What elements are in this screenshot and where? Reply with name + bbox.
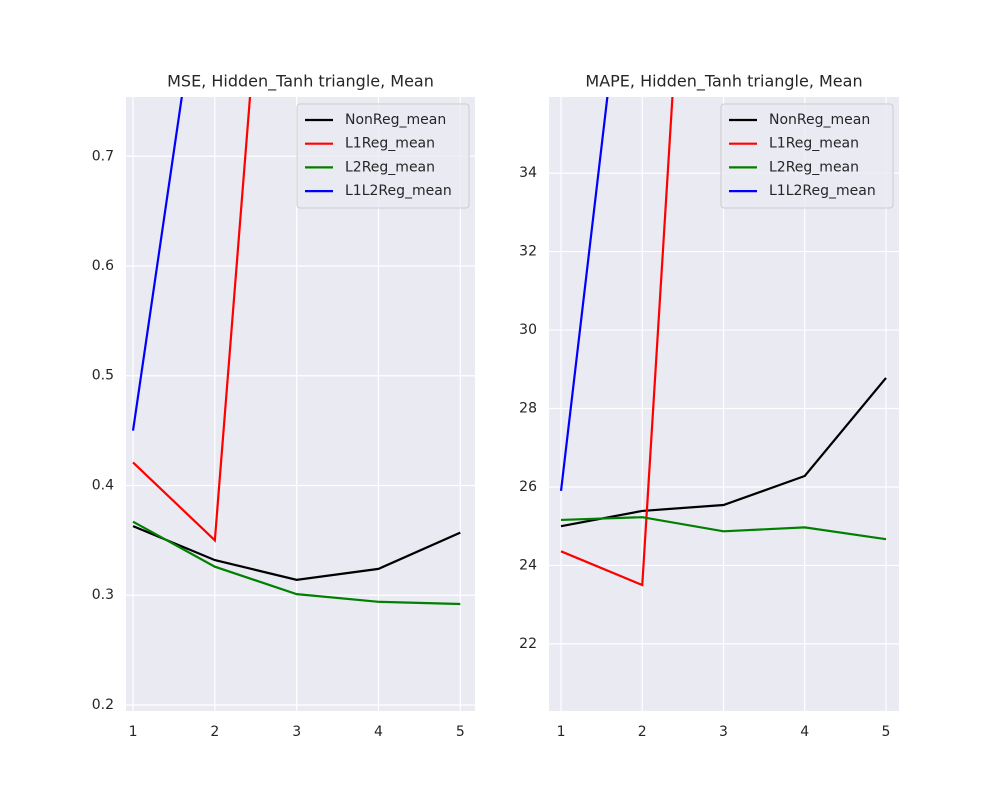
legend-box	[720, 103, 894, 209]
chart-title: MSE, Hidden_Tanh triangle, Mean	[167, 72, 434, 92]
y-tick-label: 28	[519, 401, 537, 417]
legend-box	[296, 103, 470, 209]
x-tick-label: 3	[292, 724, 301, 740]
y-tick-label: 30	[519, 322, 537, 338]
y-tick-label: 34	[519, 165, 537, 181]
x-tick-label: 1	[129, 724, 138, 740]
x-tick-label: 3	[719, 724, 728, 740]
x-tick-label: 5	[882, 724, 891, 740]
data-line	[560, 377, 887, 528]
x-tick-label: 4	[800, 724, 809, 740]
legend-label: L1Reg_mean	[769, 136, 859, 152]
x-tick-label: 1	[557, 724, 566, 740]
legend-label: L2Reg_mean	[769, 159, 859, 175]
legend-label: L1L2Reg_mean	[769, 183, 876, 199]
y-tick-label: 0.6	[92, 258, 114, 274]
data-line	[132, 97, 252, 543]
legend: NonReg_mean L1Reg_mean L2Reg_mean L1L2Reg_m…	[296, 103, 470, 209]
data-line	[560, 97, 674, 587]
legend: NonReg_mean L1Reg_mean L2Reg_mean L1L2Reg_m…	[720, 103, 894, 209]
y-tick-label: 0.5	[92, 368, 114, 384]
y-tick-label: 0.2	[92, 697, 114, 713]
x-tick-label: 2	[638, 724, 647, 740]
legend-label: L1Reg_mean	[345, 136, 435, 152]
y-tick-label: 22	[519, 636, 537, 652]
x-tick-label: 2	[210, 724, 219, 740]
x-tick-label: 4	[374, 724, 383, 740]
y-tick-label: 0.4	[92, 477, 114, 493]
y-tick-label: 24	[519, 557, 537, 573]
subplot: 0.2 0.3 0.4 0.5 0.6 0.7 1 2 3 4 5 MSE, Hidden_Tanh …	[92, 72, 475, 740]
legend-label: NonReg_mean	[769, 112, 870, 128]
data-line	[132, 520, 461, 606]
legend-label: L2Reg_mean	[345, 159, 435, 175]
legend-label: NonReg_mean	[345, 112, 446, 128]
x-tick-label: 5	[456, 724, 465, 740]
legend-label: L1L2Reg_mean	[345, 183, 452, 199]
y-tick-label: 0.3	[92, 587, 114, 603]
data-line	[132, 525, 461, 581]
y-tick-label: 0.7	[92, 148, 114, 164]
y-tick-label: 26	[519, 479, 537, 495]
chart-title: MAPE, Hidden_Tanh triangle, Mean	[585, 72, 862, 92]
y-tick-label: 32	[519, 244, 537, 260]
data-line	[560, 516, 887, 541]
